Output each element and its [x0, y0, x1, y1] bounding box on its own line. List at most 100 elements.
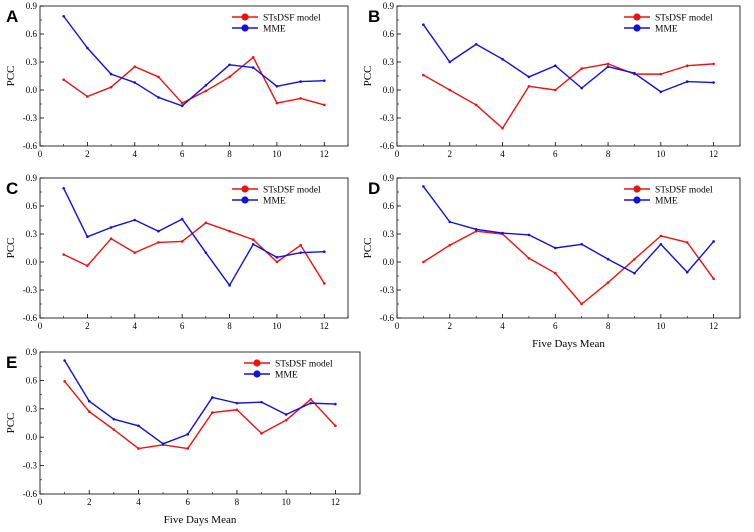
- data-point: [161, 442, 165, 446]
- data-point: [260, 400, 263, 404]
- legend-marker: [633, 13, 641, 21]
- panel-letter: D: [368, 179, 380, 198]
- data-point: [606, 62, 610, 66]
- data-point: [448, 243, 452, 247]
- y-tick-label: -0.6: [380, 313, 395, 323]
- data-point: [86, 95, 89, 98]
- y-tick-label: -0.6: [23, 489, 38, 499]
- data-point: [204, 89, 208, 93]
- y-tick-label: -0.3: [380, 113, 395, 123]
- x-tick-label: 4: [136, 497, 141, 507]
- series-mme: [422, 23, 715, 94]
- data-point: [527, 233, 531, 237]
- data-point: [157, 241, 160, 244]
- data-point: [633, 271, 636, 275]
- series-stsdsf: [422, 229, 715, 306]
- panel-d: -0.6 -0.3 0.0 0.3 0.6 0.9 0 2 4 6 8 10 12 PCC Five Day…: [362, 173, 741, 350]
- data-point: [251, 56, 255, 59]
- data-point: [323, 282, 326, 285]
- data-point: [501, 57, 504, 61]
- legend-marker: [241, 185, 249, 193]
- data-point: [109, 237, 113, 240]
- data-point: [62, 253, 65, 256]
- data-point: [204, 251, 208, 254]
- y-tick-label: 0.3: [383, 229, 395, 239]
- y-tick-label: 0.3: [26, 404, 38, 414]
- legend-label: MME: [275, 370, 298, 380]
- data-point: [299, 97, 302, 100]
- series-stsdsf: [62, 56, 326, 107]
- panel-letter: C: [6, 179, 18, 198]
- series-line: [64, 380, 336, 450]
- legend-label: MME: [655, 24, 678, 34]
- data-point: [251, 238, 255, 241]
- data-point: [186, 433, 189, 436]
- data-point: [448, 88, 452, 92]
- x-tick-label: 12: [709, 321, 718, 331]
- legend-label: STsDSF model: [655, 13, 713, 23]
- legend-marker: [241, 196, 249, 204]
- y-tick-label: 0.9: [26, 173, 38, 183]
- data-point: [180, 240, 184, 243]
- legend-marker: [633, 185, 641, 193]
- data-point: [554, 64, 557, 68]
- y-axis-label: PCC: [5, 413, 17, 434]
- data-point: [323, 250, 326, 254]
- data-point: [275, 84, 279, 88]
- series-line: [63, 187, 325, 287]
- data-point: [633, 257, 636, 261]
- data-point: [63, 380, 66, 383]
- series-stsdsf: [63, 380, 337, 450]
- data-point: [137, 424, 140, 428]
- x-tick-label: 2: [85, 321, 90, 331]
- data-point: [275, 260, 279, 264]
- data-point: [62, 186, 65, 190]
- data-point: [527, 84, 531, 88]
- data-point: [299, 251, 302, 254]
- panel-e: -0.6 -0.3 0.0 0.3 0.6 0.9 0 2 4 6 8 10 12 PCC Five Day…: [5, 347, 361, 526]
- data-point: [580, 67, 583, 70]
- y-tick-label: 0.6: [26, 375, 38, 385]
- x-tick-label: 12: [320, 321, 329, 331]
- data-point: [501, 126, 504, 130]
- y-tick-label: -0.6: [23, 141, 38, 151]
- x-tick-label: 2: [87, 497, 92, 507]
- x-tick-label: 2: [85, 149, 90, 159]
- x-tick-label: 6: [180, 149, 185, 159]
- data-point: [299, 80, 302, 83]
- data-point: [260, 432, 263, 435]
- data-point: [422, 185, 425, 188]
- x-tick-label: 12: [331, 497, 340, 507]
- series-line: [423, 230, 715, 305]
- data-point: [228, 75, 231, 79]
- data-point: [137, 447, 140, 450]
- data-point: [251, 242, 255, 246]
- y-axis-label: PCC: [362, 238, 374, 259]
- data-point: [211, 411, 214, 414]
- data-point: [228, 284, 231, 287]
- series-line: [63, 15, 325, 107]
- data-point: [334, 424, 337, 428]
- y-tick-label: 0.0: [26, 257, 38, 267]
- data-point: [659, 234, 663, 238]
- x-tick-label: 6: [185, 497, 190, 507]
- y-axis-label: PCC: [5, 66, 17, 87]
- y-axis-label: PCC: [362, 66, 374, 87]
- x-tick-label: 8: [606, 321, 611, 331]
- data-point: [685, 64, 689, 68]
- y-tick-label: 0.9: [26, 347, 38, 357]
- series-line: [423, 63, 714, 129]
- y-tick-label: 0.9: [383, 173, 395, 183]
- series-line: [422, 185, 715, 274]
- data-point: [157, 96, 160, 99]
- data-point: [211, 396, 214, 399]
- data-point: [474, 229, 478, 233]
- x-tick-label: 10: [282, 497, 292, 507]
- y-tick-label: 0.3: [26, 57, 38, 67]
- x-tick-label: 0: [38, 149, 43, 159]
- plot-frame: [39, 5, 349, 147]
- data-point: [448, 60, 452, 64]
